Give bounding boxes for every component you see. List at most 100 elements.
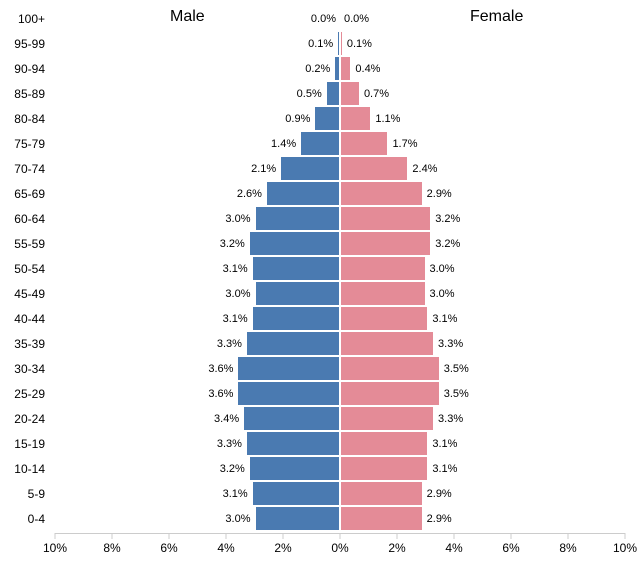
bar-row: 3.4% 3.3% xyxy=(55,406,625,431)
x-tick-mark xyxy=(283,533,284,539)
y-label: 45-49 xyxy=(0,287,45,301)
x-tick-label: 2% xyxy=(388,541,405,555)
bar-row: 3.2%3.2% xyxy=(55,231,625,256)
bar-row: 2.6% 2.9% xyxy=(55,181,625,206)
male-bar xyxy=(252,256,340,281)
x-tick-mark xyxy=(625,533,626,539)
female-value: 1.7% xyxy=(392,138,417,150)
bar-row: 3.1%2.9% xyxy=(55,481,625,506)
female-bar xyxy=(340,406,434,431)
male-bar xyxy=(252,306,340,331)
bar-row: 3.0% 3.0% xyxy=(55,281,625,306)
female-value: 3.1% xyxy=(432,438,457,450)
male-bar xyxy=(255,281,341,306)
bar-row: 3.1%3.1% xyxy=(55,306,625,331)
male-bar xyxy=(252,481,340,506)
female-value: 2.9% xyxy=(427,513,452,525)
plot-area: 0.0%0.0%0.1%0.1%0.2%0.4%0.5%0.7%0.9%1.1%… xyxy=(55,6,625,526)
male-value: 3.0% xyxy=(225,513,250,525)
y-label: 10-14 xyxy=(0,462,45,476)
x-tick-mark xyxy=(169,533,170,539)
bar-row: 0.2%0.4% xyxy=(55,56,625,81)
bar-row: 1.4% 1.7% xyxy=(55,131,625,156)
male-value: 0.9% xyxy=(285,113,310,125)
male-value: 3.2% xyxy=(220,463,245,475)
male-bar xyxy=(243,406,340,431)
female-bar xyxy=(340,31,343,56)
x-tick-mark xyxy=(454,533,455,539)
male-value: 1.4% xyxy=(271,138,296,150)
female-bar xyxy=(340,456,428,481)
female-bar xyxy=(340,281,426,306)
female-value: 3.3% xyxy=(438,413,463,425)
female-value: 3.1% xyxy=(432,313,457,325)
female-bar xyxy=(340,181,423,206)
male-bar xyxy=(246,331,340,356)
female-value: 3.2% xyxy=(435,238,460,250)
x-tick-mark xyxy=(226,533,227,539)
x-tick-label: 6% xyxy=(502,541,519,555)
bar-row: 3.1%3.0% xyxy=(55,256,625,281)
x-tick-label: 4% xyxy=(217,541,234,555)
female-bar xyxy=(340,206,431,231)
male-bar xyxy=(249,456,340,481)
y-label: 75-79 xyxy=(0,137,45,151)
bar-row: 0.0%0.0% xyxy=(55,6,625,31)
bar-row: 3.6% 3.5% xyxy=(55,356,625,381)
male-bar xyxy=(266,181,340,206)
female-value: 3.5% xyxy=(444,363,469,375)
male-value: 3.1% xyxy=(223,488,248,500)
male-bar xyxy=(255,206,341,231)
male-value: 3.4% xyxy=(214,413,239,425)
bar-row: 2.1%2.4% xyxy=(55,156,625,181)
female-value: 3.2% xyxy=(435,213,460,225)
y-label: 100+ xyxy=(0,12,45,26)
male-value: 3.6% xyxy=(208,363,233,375)
x-tick-label: 4% xyxy=(445,541,462,555)
male-value: 2.1% xyxy=(251,163,276,175)
female-bar xyxy=(340,331,434,356)
male-bar xyxy=(249,231,340,256)
male-bar xyxy=(280,156,340,181)
female-value: 0.4% xyxy=(355,63,380,75)
y-label: 55-59 xyxy=(0,237,45,251)
bar-row: 0.5%0.7% xyxy=(55,81,625,106)
y-label: 20-24 xyxy=(0,412,45,426)
male-value: 3.6% xyxy=(208,388,233,400)
x-tick-mark xyxy=(112,533,113,539)
x-tick-label: 6% xyxy=(160,541,177,555)
female-bar xyxy=(340,306,428,331)
male-bar xyxy=(246,431,340,456)
female-bar xyxy=(340,381,440,406)
male-value: 2.6% xyxy=(237,188,262,200)
female-value: 2.9% xyxy=(427,188,452,200)
bar-row: 3.2%3.1% xyxy=(55,456,625,481)
female-value: 3.0% xyxy=(430,288,455,300)
female-bar xyxy=(340,481,423,506)
female-bar xyxy=(340,156,408,181)
y-label: 5-9 xyxy=(0,487,45,501)
male-value: 3.0% xyxy=(225,288,250,300)
bar-row: 0.1%0.1% xyxy=(55,31,625,56)
y-label: 30-34 xyxy=(0,362,45,376)
male-value: 3.0% xyxy=(225,213,250,225)
female-value: 3.3% xyxy=(438,338,463,350)
population-pyramid: Male Female 100+95-9990-9485-8980-8475-7… xyxy=(0,0,640,563)
y-label: 50-54 xyxy=(0,262,45,276)
y-label: 40-44 xyxy=(0,312,45,326)
male-value: 0.0% xyxy=(311,13,336,25)
male-value: 0.5% xyxy=(297,88,322,100)
y-label: 65-69 xyxy=(0,187,45,201)
female-bar xyxy=(340,131,388,156)
y-label: 25-29 xyxy=(0,387,45,401)
x-tick-label: 0% xyxy=(331,541,348,555)
x-tick-label: 10% xyxy=(43,541,67,555)
female-value: 3.5% xyxy=(444,388,469,400)
bar-row: 0.9%1.1% xyxy=(55,106,625,131)
female-bar xyxy=(340,6,342,31)
y-label: 95-99 xyxy=(0,37,45,51)
male-value: 3.3% xyxy=(217,438,242,450)
bar-row: 3.3% 3.1% xyxy=(55,431,625,456)
female-bar xyxy=(340,56,351,81)
bar-row: 3.0% 3.2% xyxy=(55,206,625,231)
